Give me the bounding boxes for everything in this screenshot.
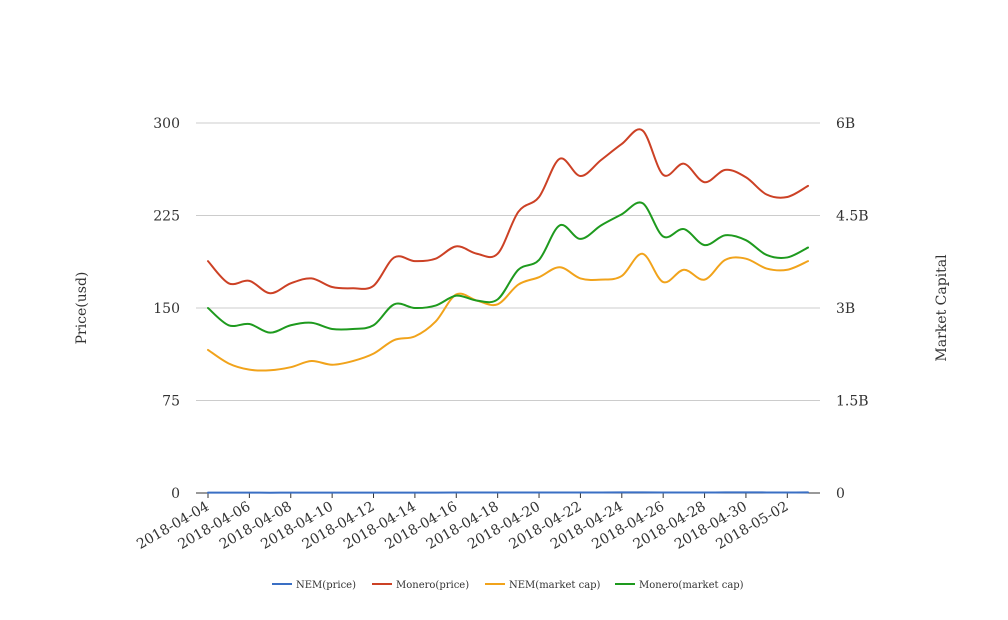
legend-label: NEM(market cap) bbox=[509, 580, 601, 591]
right-tick-label: 6B bbox=[836, 116, 855, 132]
legend-item-nem-market-cap: NEM(market cap) bbox=[485, 580, 601, 591]
left-tick-label: 300 bbox=[153, 116, 180, 132]
series-line-monero-price bbox=[208, 129, 808, 293]
series-line-nem-market-cap bbox=[208, 254, 808, 371]
left-tick-label: 0 bbox=[171, 486, 180, 502]
left-tick-label: 75 bbox=[162, 394, 180, 410]
legend-item-monero-price: Monero(price) bbox=[372, 580, 469, 591]
right-tick-label: 0 bbox=[836, 486, 845, 502]
legend-label: Monero(price) bbox=[396, 580, 469, 591]
legend-item-nem-price: NEM(price) bbox=[272, 580, 356, 591]
legend-label: Monero(market cap) bbox=[639, 580, 744, 591]
legend: NEM(price) Monero(price) NEM(market cap) Mo… bbox=[272, 580, 744, 591]
right-tick-label: 4.5B bbox=[836, 209, 869, 225]
left-axis-title: Price(usd) bbox=[74, 272, 90, 345]
gridlines bbox=[196, 123, 820, 401]
left-tick-label: 225 bbox=[153, 209, 180, 225]
legend-label: NEM(price) bbox=[296, 580, 356, 591]
series-lines bbox=[208, 129, 808, 492]
right-y-axis: 0 1.5B 3B 4.5B 6B bbox=[836, 116, 869, 502]
right-tick-label: 3B bbox=[836, 301, 855, 317]
right-axis-title: Market Capital bbox=[934, 254, 950, 362]
x-axis: 2018-04-042018-04-062018-04-082018-04-10… bbox=[134, 493, 820, 553]
left-tick-label: 150 bbox=[153, 301, 180, 317]
right-tick-label: 1.5B bbox=[836, 394, 869, 410]
left-y-axis: 0 75 150 225 300 bbox=[153, 116, 180, 502]
legend-item-monero-market-cap: Monero(market cap) bbox=[615, 580, 744, 591]
